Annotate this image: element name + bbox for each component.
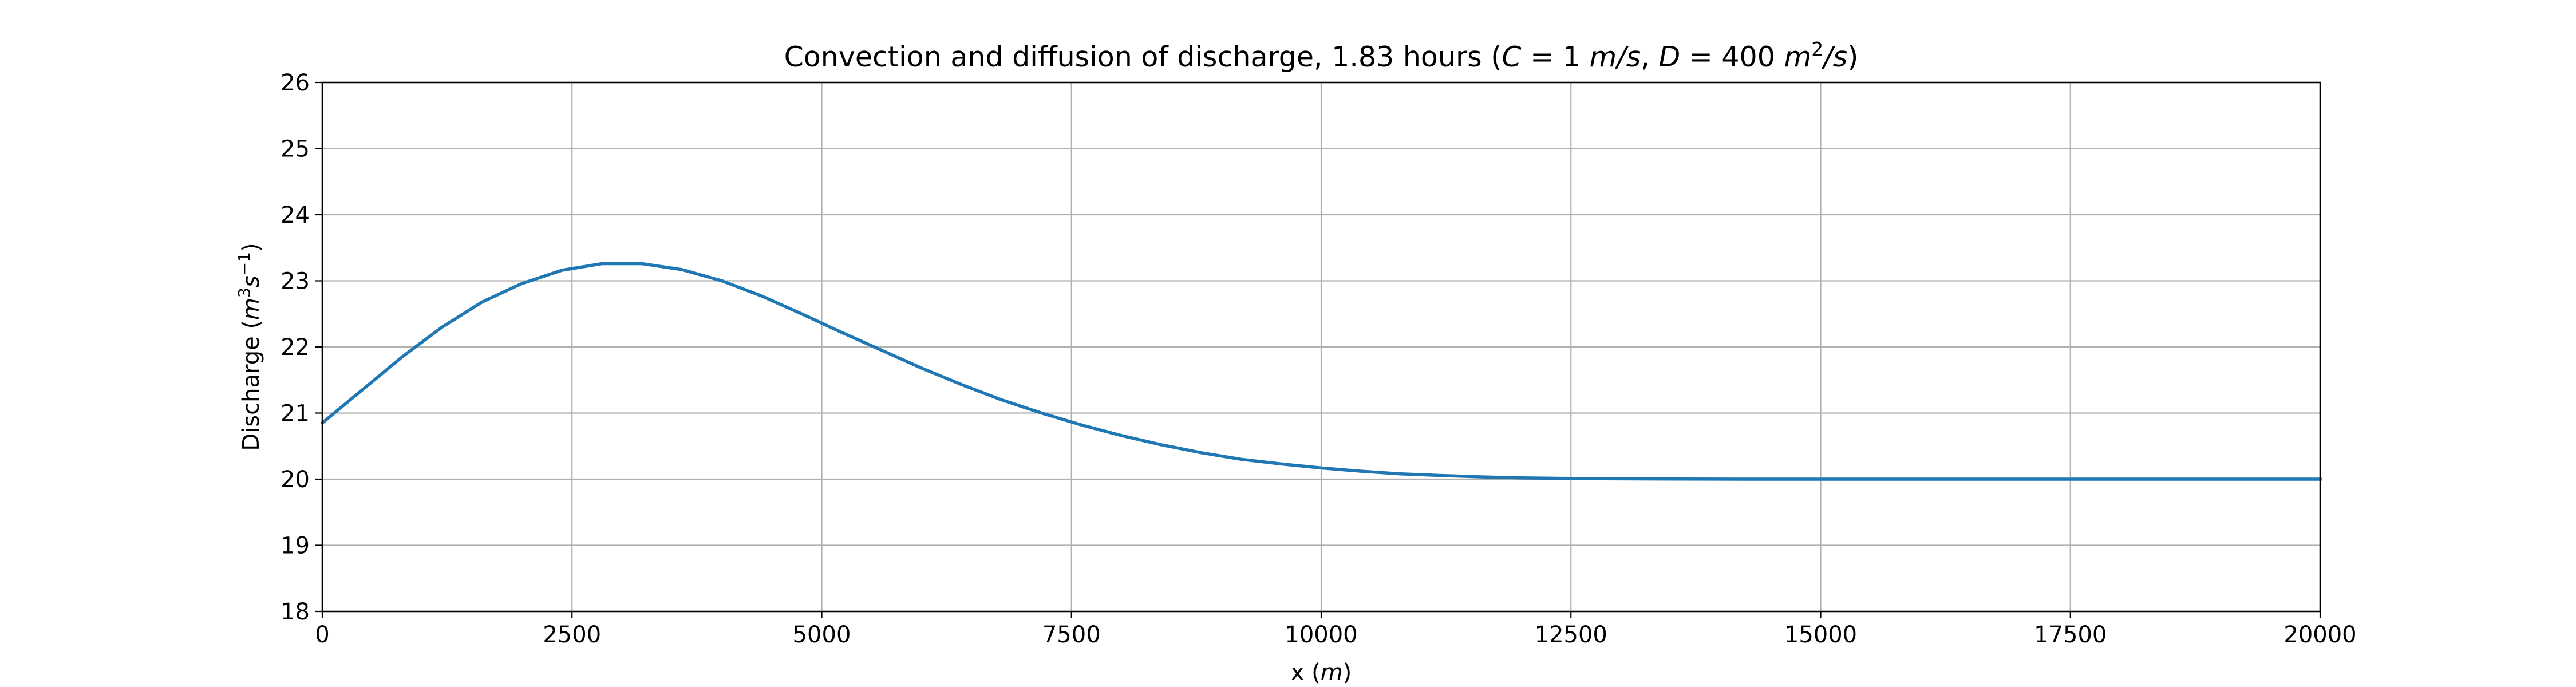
discharge-series-line [320, 262, 2322, 481]
y-tick-label: 23 [280, 269, 310, 295]
y-tick-label: 25 [280, 136, 310, 163]
x-tick-label: 0 [315, 622, 329, 648]
y-axis-label: Discharge (m3s−1) [235, 243, 265, 451]
x-tick-label: 7500 [1042, 622, 1101, 648]
y-tick-label: 24 [280, 202, 310, 228]
y-tick-label: 26 [280, 70, 310, 96]
y-tick-label: 22 [280, 334, 310, 361]
y-tick-label: 19 [280, 533, 310, 559]
x-tick-label: 2500 [543, 622, 601, 648]
x-tick-label: 20000 [2283, 622, 2356, 648]
x-tick-label: 5000 [793, 622, 851, 648]
y-tick-label: 20 [280, 467, 310, 493]
y-axis-ticks: 18 19 20 21 22 23 24 25 26 [280, 70, 322, 625]
x-tick-label: 17500 [2034, 622, 2107, 648]
x-axis-ticks: 0 2500 5000 7500 10000 12500 15000 17500 20000 [315, 611, 2357, 648]
x-tick-label: 15000 [1784, 622, 1857, 648]
plot-lines [320, 262, 2322, 481]
chart-title: Convection and diffusion of discharge, 1… [784, 38, 1859, 74]
y-tick-label: 18 [280, 599, 310, 625]
x-tick-label: 12500 [1535, 622, 1607, 648]
x-axis-label: x (m) [1291, 660, 1352, 686]
y-tick-label: 21 [280, 401, 310, 427]
x-tick-label: 10000 [1285, 622, 1357, 648]
